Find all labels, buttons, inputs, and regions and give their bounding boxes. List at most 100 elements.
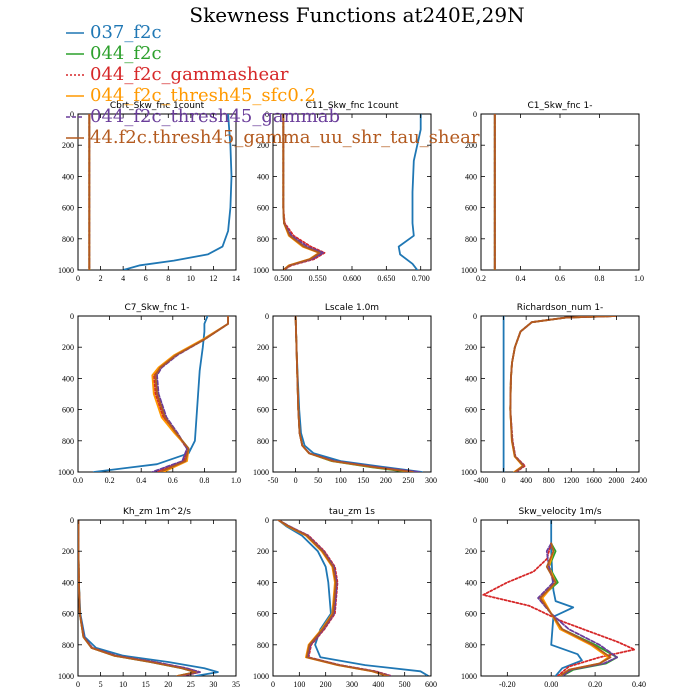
y-tick-label: 600 — [62, 610, 74, 619]
y-tick-label: 200 — [62, 141, 74, 150]
x-tick-label: 2000 — [608, 476, 624, 485]
series-line-1 — [550, 520, 583, 676]
y-tick-label: 1000 — [461, 468, 477, 477]
x-tick-label: 400 — [372, 680, 384, 689]
x-tick-label: 8 — [166, 274, 170, 283]
y-tick-label: 600 — [257, 406, 269, 415]
y-tick-label: 0 — [473, 516, 477, 525]
x-tick-label: 300 — [425, 476, 437, 485]
x-tick-label: 100 — [293, 680, 305, 689]
panel-2: C11_Skw_fnc 1count 0.500 0.550 0.600 0.650 0.… — [253, 101, 432, 283]
series-line-1 — [277, 520, 430, 676]
y-tick-label: 1000 — [58, 266, 74, 275]
series-group — [482, 520, 636, 676]
x-tick-label: 0.20 — [588, 680, 602, 689]
series-line-6 — [277, 520, 390, 676]
y-tick-label: 0 — [70, 516, 74, 525]
y-tick-label: 200 — [257, 141, 269, 150]
y-tick-label: 1000 — [58, 468, 74, 477]
x-tick-label: 15 — [142, 680, 150, 689]
y-tick-label: 0 — [473, 312, 477, 321]
x-tick-label: 14 — [232, 274, 240, 283]
series-line-6 — [294, 316, 414, 472]
series-group — [78, 520, 219, 676]
x-tick-label: 0 — [76, 680, 80, 689]
series-group — [92, 316, 230, 472]
y-tick-label: 0 — [473, 110, 477, 119]
y-tick-label: 800 — [62, 235, 74, 244]
legend-item: 044_f2c_thresh45_gammab — [66, 106, 340, 127]
series-line-3 — [509, 316, 618, 472]
x-tick-label: 0.500 — [274, 274, 292, 283]
x-tick-label: 10 — [119, 680, 127, 689]
y-tick-label: 800 — [465, 641, 477, 650]
y-tick-label: 600 — [62, 204, 74, 213]
series-line-4 — [78, 520, 199, 676]
panel-5: Lscale 1.0m -50 0 50 100 150 200 250 300 0 200 400 6… — [253, 303, 437, 485]
y-tick-label: 1000 — [253, 672, 269, 681]
series-line-6 — [78, 520, 197, 676]
legend-label: 037_f2c — [90, 22, 162, 43]
x-tick-label: 500 — [399, 680, 411, 689]
legend: 037_f2c044_f2c044_f2c_gammashear044_f2c_… — [66, 22, 480, 148]
series-group — [277, 520, 430, 676]
series-line-4 — [277, 520, 389, 676]
series-group — [502, 316, 618, 472]
x-tick-label: 0.700 — [412, 274, 430, 283]
y-tick-label: 0 — [70, 110, 74, 119]
y-tick-label: 1000 — [253, 266, 269, 275]
x-tick-label: 0 — [76, 274, 80, 283]
series-line-5 — [509, 316, 618, 472]
legend-label: 044_f2c_thresh45_gammab — [90, 106, 340, 127]
legend-item: 44.f2c.thresh45_gamma_uu_shr_tau_shear — [66, 127, 480, 148]
x-tick-label: 0.6 — [168, 476, 178, 485]
x-tick-label: 0.8 — [595, 274, 605, 283]
x-tick-label: 0.2 — [476, 274, 486, 283]
y-tick-label: 400 — [465, 172, 477, 181]
figure-title: Skewness Functions at240E,29N — [189, 3, 524, 27]
series-line-4 — [294, 316, 413, 472]
panel-title: Richardson_num 1- — [517, 303, 604, 313]
x-tick-label: 200 — [380, 476, 392, 485]
x-tick-label: 0.4 — [516, 274, 526, 283]
y-tick-label: 0 — [265, 312, 269, 321]
y-tick-label: 200 — [465, 547, 477, 556]
series-line-3 — [482, 542, 636, 676]
panel-title: C7_Skw_fnc 1- — [125, 303, 190, 313]
legend-item: 044_f2c_gammashear — [66, 64, 289, 85]
plot-frame — [77, 113, 237, 271]
y-tick-label: 400 — [465, 578, 477, 587]
panel-title: tau_zm 1s — [329, 507, 375, 517]
plot-frame — [480, 113, 640, 271]
x-tick-label: 0.600 — [343, 274, 361, 283]
panel-title: C1_Skw_fnc 1- — [528, 101, 593, 111]
x-tick-label: 0 — [502, 476, 506, 485]
y-tick-label: 800 — [62, 641, 74, 650]
y-tick-label: 600 — [465, 610, 477, 619]
panel-title: Kh_zm 1m^2/s — [123, 507, 191, 517]
x-tick-label: 0.4 — [136, 476, 146, 485]
x-tick-label: 50 — [314, 476, 322, 485]
x-tick-label: 1.0 — [231, 476, 241, 485]
series-group — [88, 114, 233, 270]
x-tick-label: -0.20 — [499, 680, 516, 689]
x-tick-label: -400 — [474, 476, 489, 485]
series-line-1 — [92, 316, 209, 472]
panel-6: Richardson_num 1--400 0 400 800 1200 1600 2000… — [461, 303, 647, 485]
x-tick-label: 100 — [335, 476, 347, 485]
y-tick-label: 1000 — [58, 672, 74, 681]
x-tick-label: 0.00 — [544, 680, 558, 689]
x-tick-label: 30 — [209, 680, 217, 689]
x-tick-label: 20 — [164, 680, 172, 689]
y-tick-label: 400 — [257, 374, 269, 383]
legend-label: 044_f2c_thresh45_sfc0.2 — [90, 85, 316, 106]
x-tick-label: 10 — [187, 274, 195, 283]
series-line-2 — [294, 316, 410, 472]
series-line-4 — [509, 316, 618, 472]
y-tick-label: 1000 — [461, 266, 477, 275]
x-tick-label: 25 — [187, 680, 195, 689]
plot-frame — [480, 519, 640, 677]
series-group — [294, 316, 423, 472]
x-tick-label: 0.650 — [377, 274, 395, 283]
